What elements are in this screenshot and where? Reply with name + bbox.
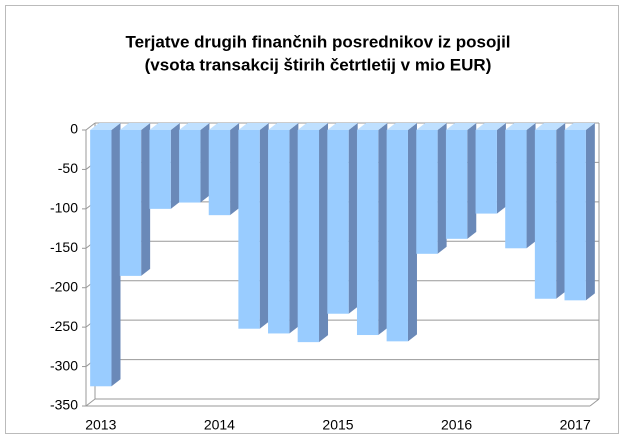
bar-side <box>259 123 269 329</box>
bar-top <box>268 123 299 130</box>
y-tick-label: -300 <box>50 357 78 373</box>
axis-line <box>589 398 600 407</box>
bar-top <box>119 123 151 130</box>
bar-side <box>526 123 536 249</box>
bar-top <box>327 123 358 130</box>
bar <box>445 130 468 239</box>
x-tick-label: 2013 <box>85 417 116 433</box>
bar <box>208 130 231 216</box>
bar-side <box>319 123 329 343</box>
y-tick-label: -350 <box>50 397 78 413</box>
x-tick-label: 2017 <box>560 417 591 433</box>
bar-side <box>170 123 180 209</box>
grid-line <box>85 398 96 407</box>
grid-line <box>85 122 96 131</box>
bar-side <box>378 123 388 336</box>
bar <box>475 130 497 214</box>
y-tick-label: -150 <box>50 239 78 255</box>
bar <box>90 130 112 387</box>
chart-title: Terjatve drugih finančnih posrednikov iz… <box>125 32 510 51</box>
bar-top <box>356 123 388 130</box>
bar-side <box>289 123 299 334</box>
bar <box>564 130 586 301</box>
bar <box>534 130 557 299</box>
bar <box>179 130 201 203</box>
bar-side <box>230 123 240 216</box>
bar <box>119 130 142 276</box>
bar-top <box>238 123 269 130</box>
bar-side <box>467 123 477 239</box>
bar-side <box>111 123 121 387</box>
y-tick-label: -50 <box>58 160 78 176</box>
bar <box>327 130 349 314</box>
bar-top <box>297 123 329 130</box>
bar-top <box>149 123 180 130</box>
bar <box>356 130 379 336</box>
bar-top <box>445 123 477 130</box>
x-tick-label: 2016 <box>441 417 472 433</box>
y-tick-label: -200 <box>50 278 78 294</box>
bar-top <box>505 123 536 130</box>
bar-side <box>556 123 566 299</box>
bar-side <box>585 123 595 301</box>
bar-side <box>141 123 151 276</box>
bar <box>386 130 408 342</box>
y-tick-label: -250 <box>50 318 78 334</box>
chart-title: (vsota transakcij štirih četrtletij v mi… <box>145 55 492 74</box>
bar-top <box>534 123 566 130</box>
bar-side <box>200 123 210 203</box>
bar <box>505 130 527 249</box>
y-tick-label: 0 <box>70 121 78 137</box>
bar-side <box>437 123 447 254</box>
bar-top <box>475 123 506 130</box>
bar <box>297 130 320 343</box>
bar-top <box>90 123 121 130</box>
bar <box>238 130 260 329</box>
bar <box>416 130 438 254</box>
bar <box>149 130 171 209</box>
bar-side <box>496 123 506 214</box>
bar-top <box>208 123 240 130</box>
bar-top <box>386 123 417 130</box>
bar-top <box>179 123 210 130</box>
bar-side <box>407 123 417 342</box>
y-tick-label: -100 <box>50 200 78 216</box>
bar-side <box>348 123 358 314</box>
x-tick-label: 2015 <box>322 417 353 433</box>
bar-top <box>564 123 595 130</box>
bar <box>268 130 290 334</box>
bar-top <box>416 123 447 130</box>
x-tick-label: 2014 <box>204 417 235 433</box>
